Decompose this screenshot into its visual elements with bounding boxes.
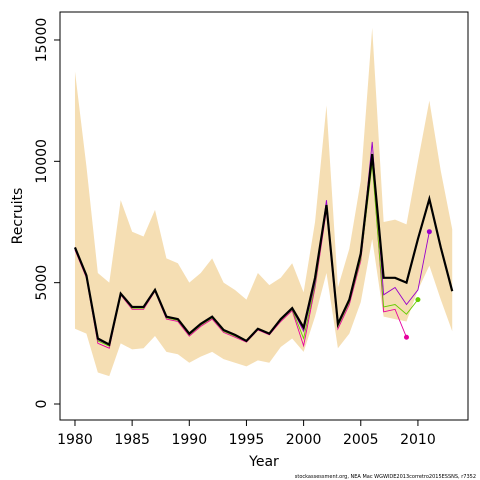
footer: stockassessment.org, NEA Mac WGWIDE2013c…	[295, 474, 476, 480]
x-tick-label: 2010	[400, 432, 436, 448]
y-tick-label: 0	[34, 400, 50, 409]
y-tick-label: 15000	[34, 18, 50, 63]
x-tick-label: 2005	[343, 432, 379, 448]
y-tick-label: 10000	[34, 139, 50, 184]
series-line	[73, 153, 454, 347]
x-axis-label: Year	[248, 454, 279, 470]
x-tick-label: 1990	[171, 432, 207, 448]
y-tick-label: 5000	[34, 265, 50, 301]
x-tick-label: 1985	[114, 432, 150, 448]
x-tick-label: 2000	[286, 432, 322, 448]
x-tick-label: 1980	[57, 432, 93, 448]
end-point	[426, 229, 432, 235]
confidence-band	[74, 27, 453, 377]
end-point	[403, 334, 409, 340]
plot-frame	[59, 11, 469, 421]
end-point	[415, 297, 421, 303]
series-line	[74, 158, 407, 349]
x-tick-label: 1995	[229, 432, 265, 448]
y-axis-label: Recruits	[10, 188, 26, 245]
